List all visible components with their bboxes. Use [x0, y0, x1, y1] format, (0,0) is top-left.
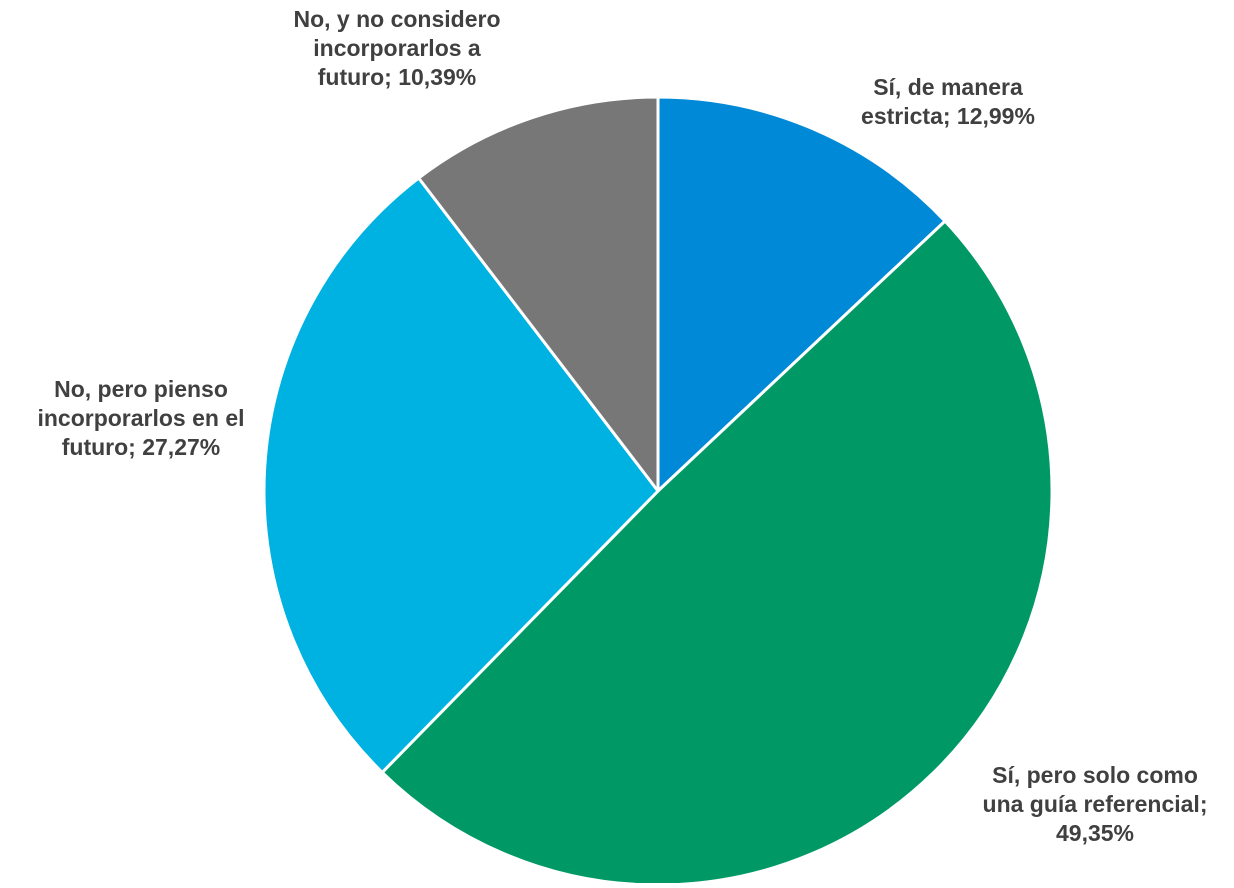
pie-slice-label-line: Sí, de manera: [873, 74, 1023, 100]
pie-slice-label-line: Sí, pero solo como: [992, 762, 1198, 788]
pie-slice-label-line: futuro; 10,39%: [318, 64, 476, 90]
pie-slice-3: [262, 176, 660, 774]
pie-slice-label-1: Sí, de manera estricta; 12,99%: [861, 74, 1035, 129]
pie-slice-label-line: incorporarlos en el: [37, 405, 244, 431]
pie-slice-4: [417, 95, 660, 493]
pie-slice-label-line: No, y no considero: [293, 6, 500, 32]
pie-slice-label-line: No, pero pienso: [54, 376, 228, 402]
pie-slice-1: [656, 95, 947, 493]
pie-slices: [262, 95, 1054, 887]
pie-slice-label-line: 49,35%: [1056, 820, 1134, 846]
pie-slice-label-line: una guía referencial;: [983, 791, 1208, 817]
pie-slice-label-line: futuro; 27,27%: [62, 434, 220, 460]
pie-slice-2: [380, 219, 1054, 887]
pie-slice-label-3: No, pero pienso incorporarlos en el futuro…: [37, 376, 244, 460]
pie-slice-label-4: No, y no considero incorporarlos a futuro;…: [293, 6, 500, 90]
pie-data-labels: Sí, de manera estricta; 12,99% Sí, pero so…: [37, 6, 1207, 846]
pie-slice-label-2: Sí, pero solo como una guía referencial; 4…: [983, 762, 1208, 846]
pie-slice-label-line: estricta; 12,99%: [861, 103, 1035, 129]
pie-slice-label-line: incorporarlos a: [313, 35, 481, 61]
